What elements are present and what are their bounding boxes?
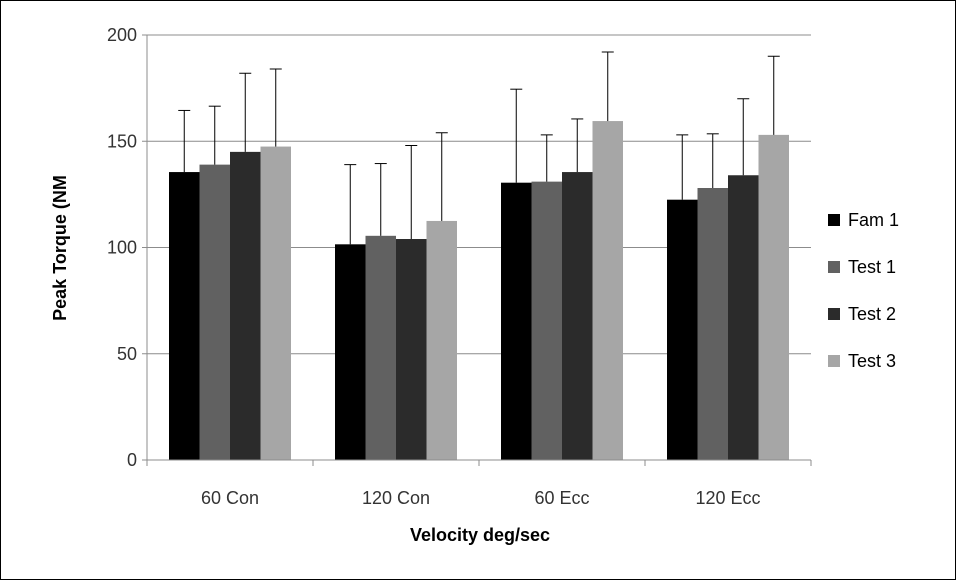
legend-label: Test 3	[848, 351, 896, 371]
bar	[365, 235, 396, 460]
bar	[335, 244, 366, 460]
x-tick-label: 120 Con	[362, 488, 430, 508]
y-axis-tick-labels: 0 50 100 150 200	[107, 25, 137, 470]
legend-swatch	[828, 214, 840, 226]
x-tick-label: 60 Ecc	[534, 488, 589, 508]
bar	[169, 172, 200, 460]
y-tick-label: 50	[117, 344, 137, 364]
bar	[531, 181, 562, 460]
bar	[667, 199, 698, 460]
legend-swatch	[828, 261, 840, 273]
legend-label: Test 2	[848, 304, 896, 324]
x-axis-title: Velocity deg/sec	[410, 525, 550, 545]
legend-label: Test 1	[848, 257, 896, 277]
error-bars	[178, 51, 780, 245]
bar	[199, 164, 230, 460]
x-axis-tick-labels: 60 Con 120 Con 60 Ecc 120 Ecc	[201, 488, 761, 508]
bar	[592, 121, 623, 460]
bar	[260, 146, 291, 460]
legend-swatch	[828, 308, 840, 320]
legend-label: Fam 1	[848, 210, 899, 230]
y-tick-label: 150	[107, 131, 137, 151]
bar	[728, 175, 759, 460]
bar	[758, 134, 789, 460]
y-tick-label: 0	[127, 450, 137, 470]
legend-swatch	[828, 355, 840, 367]
bar	[501, 182, 532, 460]
y-axis-title: Peak Torque (NM	[50, 175, 70, 321]
legend: Fam 1 Test 1 Test 2 Test 3	[828, 210, 899, 371]
y-tick-label: 200	[107, 25, 137, 45]
y-tick-label: 100	[107, 238, 137, 258]
bar	[426, 220, 457, 460]
x-tick-label: 120 Ecc	[695, 488, 760, 508]
bar-series	[169, 121, 789, 460]
bar	[396, 239, 427, 460]
bar	[697, 188, 728, 460]
axes	[142, 34, 812, 466]
x-tick-label: 60 Con	[201, 488, 259, 508]
bar	[230, 151, 261, 460]
bar	[562, 172, 593, 460]
